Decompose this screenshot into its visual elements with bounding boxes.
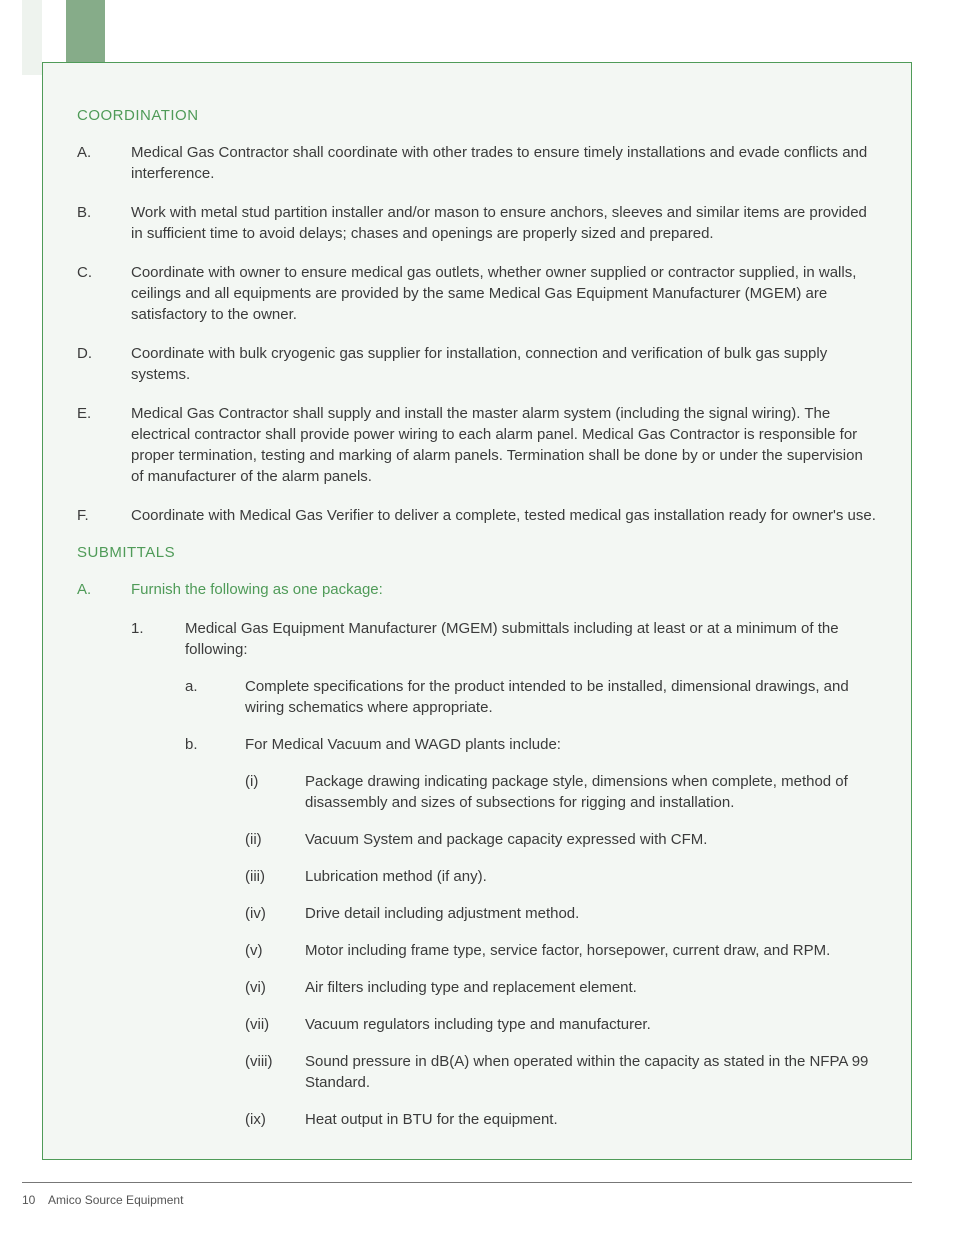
item-text: Furnish the following as one package: xyxy=(131,579,877,600)
coordination-item: F. Coordinate with Medical Gas Verifier … xyxy=(77,505,877,526)
roman-marker: (i) xyxy=(245,771,305,813)
submittals-sublist: 1. Medical Gas Equipment Manufacturer (M… xyxy=(131,618,877,1160)
item-marker: B. xyxy=(77,202,131,244)
item-text: Work with metal stud partition installer… xyxy=(131,202,877,244)
item-marker: A. xyxy=(77,579,131,1160)
roman-marker: (ix) xyxy=(245,1109,305,1130)
page-number: 10 xyxy=(22,1193,35,1207)
roman-marker: (iii) xyxy=(245,866,305,887)
coordination-item: E. Medical Gas Contractor shall supply a… xyxy=(77,403,877,487)
subsub-marker: a. xyxy=(185,676,245,718)
subsub-text: Complete specifications for the product … xyxy=(245,676,877,718)
roman-list: (i) Package drawing indicating package s… xyxy=(245,771,877,1130)
roman-text: Vacuum System and package capacity expre… xyxy=(305,829,877,850)
roman-marker: (v) xyxy=(245,940,305,961)
roman-item: (ii) Vacuum System and package capacity … xyxy=(245,829,877,850)
coordination-item: B. Work with metal stud partition instal… xyxy=(77,202,877,244)
item-marker: C. xyxy=(77,262,131,325)
section-heading-submittals: SUBMITTALS xyxy=(77,544,877,561)
item-marker: E. xyxy=(77,403,131,487)
left-margin-stub xyxy=(22,0,42,75)
item-text: Coordinate with Medical Gas Verifier to … xyxy=(131,505,877,526)
submittals-sub1: 1. Medical Gas Equipment Manufacturer (M… xyxy=(131,618,877,1160)
roman-item: (i) Package drawing indicating package s… xyxy=(245,771,877,813)
roman-text: Package drawing indicating package style… xyxy=(305,771,877,813)
roman-text: Vacuum regulators including type and man… xyxy=(305,1014,877,1035)
item-text: Coordinate with bulk cryogenic gas suppl… xyxy=(131,343,877,385)
item-marker: D. xyxy=(77,343,131,385)
subsub-marker: b. xyxy=(185,734,245,1146)
roman-item: (v) Motor including frame type, service … xyxy=(245,940,877,961)
item-marker: F. xyxy=(77,505,131,526)
item-text: Medical Gas Contractor shall supply and … xyxy=(131,403,877,487)
subsub-item-b: b. For Medical Vacuum and WAGD plants in… xyxy=(185,734,877,1146)
roman-text: Air filters including type and replaceme… xyxy=(305,977,877,998)
page-footer: 10 Amico Source Equipment xyxy=(22,1182,912,1207)
section-heading-coordination: COORDINATION xyxy=(77,107,877,124)
roman-text: Heat output in BTU for the equipment. xyxy=(305,1109,877,1130)
roman-item: (iii) Lubrication method (if any). xyxy=(245,866,877,887)
roman-item: (iv) Drive detail including adjustment m… xyxy=(245,903,877,924)
roman-marker: (vii) xyxy=(245,1014,305,1035)
subsub-list: a. Complete specifications for the produ… xyxy=(185,676,877,1146)
roman-marker: (vi) xyxy=(245,977,305,998)
item-marker: A. xyxy=(77,142,131,184)
coordination-item: C. Coordinate with owner to ensure medic… xyxy=(77,262,877,325)
item-body: Furnish the following as one package: 1.… xyxy=(131,579,877,1160)
roman-item: (ix) Heat output in BTU for the equipmen… xyxy=(245,1109,877,1130)
coordination-item: D. Coordinate with bulk cryogenic gas su… xyxy=(77,343,877,385)
subsub-item-a: a. Complete specifications for the produ… xyxy=(185,676,877,718)
roman-marker: (viii) xyxy=(245,1051,305,1093)
roman-text: Lubrication method (if any). xyxy=(305,866,877,887)
submittals-item-a: A. Furnish the following as one package:… xyxy=(77,579,877,1160)
roman-item: (vii) Vacuum regulators including type a… xyxy=(245,1014,877,1035)
sub-body: Medical Gas Equipment Manufacturer (MGEM… xyxy=(185,618,877,1160)
sub-text: Medical Gas Equipment Manufacturer (MGEM… xyxy=(185,618,877,660)
roman-item: (viii) Sound pressure in dB(A) when oper… xyxy=(245,1051,877,1093)
subsub-body: For Medical Vacuum and WAGD plants inclu… xyxy=(245,734,877,1146)
footer-title: Amico Source Equipment xyxy=(48,1193,183,1207)
item-text: Medical Gas Contractor shall coordinate … xyxy=(131,142,877,184)
roman-text: Sound pressure in dB(A) when operated wi… xyxy=(305,1051,877,1093)
item-text: Coordinate with owner to ensure medical … xyxy=(131,262,877,325)
coordination-item: A. Medical Gas Contractor shall coordina… xyxy=(77,142,877,184)
subsub-text: For Medical Vacuum and WAGD plants inclu… xyxy=(245,734,877,755)
roman-text: Motor including frame type, service fact… xyxy=(305,940,877,961)
roman-marker: (iv) xyxy=(245,903,305,924)
roman-item: (vi) Air filters including type and repl… xyxy=(245,977,877,998)
roman-marker: (ii) xyxy=(245,829,305,850)
content-frame: COORDINATION A. Medical Gas Contractor s… xyxy=(42,62,912,1160)
roman-text: Drive detail including adjustment method… xyxy=(305,903,877,924)
sub-marker: 1. xyxy=(131,618,185,1160)
